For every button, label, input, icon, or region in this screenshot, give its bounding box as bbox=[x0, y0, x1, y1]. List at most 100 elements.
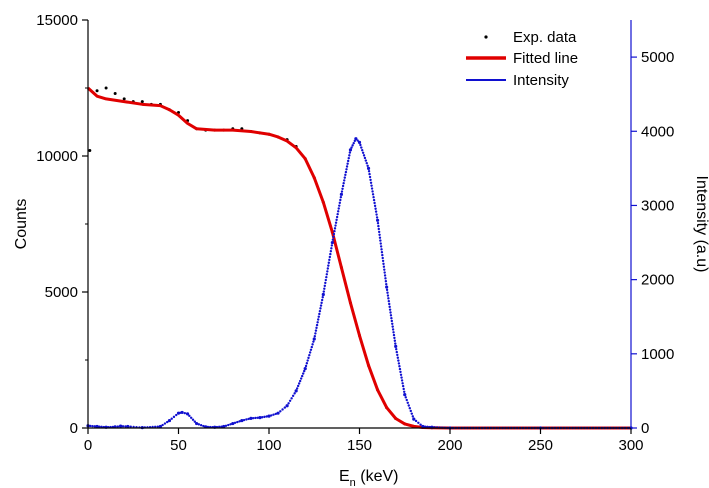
intensity-line-dot bbox=[165, 420, 169, 424]
intensity-line-dot bbox=[330, 244, 334, 247]
intensity-line-dot bbox=[350, 146, 353, 149]
intensity-line-dot bbox=[388, 308, 392, 311]
intensity-line-dot bbox=[364, 159, 368, 162]
intensity-line-dot bbox=[163, 422, 167, 425]
y-tick-label: 15000 bbox=[36, 12, 78, 29]
intensity-line-dot bbox=[388, 302, 391, 306]
x-tick-label: 0 bbox=[84, 437, 92, 454]
intensity-line-dot bbox=[321, 296, 324, 299]
intensity-point bbox=[231, 421, 235, 426]
intensity-line-dot bbox=[340, 190, 344, 193]
intensity-line-dot bbox=[338, 204, 341, 207]
intensity-line-dot bbox=[300, 374, 304, 378]
x-tick-label: 50 bbox=[170, 437, 187, 454]
intensity-point bbox=[240, 418, 244, 423]
intensity-line-dot bbox=[381, 253, 384, 257]
intensity-point bbox=[126, 424, 130, 429]
intensity-line-dot bbox=[402, 387, 405, 391]
y-tick-label: 10000 bbox=[36, 148, 78, 165]
intensity-line-dot bbox=[365, 161, 368, 165]
intensity-line-dot bbox=[121, 425, 125, 428]
series-intensity bbox=[86, 137, 633, 430]
intensity-line-dot bbox=[156, 425, 160, 428]
intensity-line-dot bbox=[408, 407, 411, 410]
intensity-line-dot bbox=[337, 207, 340, 210]
intensity-line-dot bbox=[332, 235, 335, 239]
intensity-line-dot bbox=[369, 181, 373, 184]
intensity-line-dot bbox=[129, 425, 132, 428]
intensity-line-dot bbox=[326, 270, 329, 273]
intensity-line-dot bbox=[317, 318, 320, 321]
intensity-line-dot bbox=[389, 311, 392, 314]
intensity-line-dot bbox=[256, 416, 259, 419]
intensity-line-dot bbox=[351, 144, 354, 147]
intensity-line-dot bbox=[409, 409, 412, 413]
intensity-line-dot bbox=[324, 278, 328, 282]
intensity-line-dot bbox=[382, 265, 386, 268]
intensity-line-dot bbox=[287, 402, 290, 405]
intensity-line-dot bbox=[363, 156, 367, 160]
intensity-line-dot bbox=[399, 373, 403, 376]
intensity-line-dot bbox=[309, 348, 313, 351]
intensity-line-dot bbox=[342, 182, 345, 185]
intensity-point bbox=[95, 424, 99, 429]
intensity-point bbox=[403, 393, 407, 397]
intensity-line-dot bbox=[380, 248, 383, 251]
intensity-line-dot bbox=[384, 277, 387, 280]
intensity-line-dot bbox=[337, 210, 340, 213]
intensity-point bbox=[412, 417, 416, 421]
intensity-line-dot bbox=[254, 416, 257, 420]
intensity-point bbox=[303, 367, 307, 371]
intensity-point bbox=[348, 148, 353, 152]
intensity-point bbox=[249, 416, 253, 420]
intensity-line-dot bbox=[361, 151, 365, 154]
intensity-line-dot bbox=[193, 420, 196, 423]
y-tick-label: 0 bbox=[70, 420, 78, 437]
intensity-line-dot bbox=[343, 176, 346, 179]
intensity-line-dot bbox=[385, 282, 388, 286]
intensity-line-dot bbox=[407, 404, 410, 407]
intensity-line-dot bbox=[295, 387, 299, 390]
intensity-line-dot bbox=[398, 365, 401, 368]
intensity-line-dot bbox=[395, 350, 398, 354]
intensity-line-dot bbox=[395, 348, 398, 351]
intensity-point bbox=[167, 418, 172, 423]
intensity-line-dot bbox=[345, 165, 349, 168]
intensity-line-dot bbox=[392, 333, 396, 337]
intensity-line-dot bbox=[367, 170, 371, 173]
intensity-line-dot bbox=[319, 307, 322, 310]
x-tick-label: 300 bbox=[618, 437, 643, 454]
intensity-line-dot bbox=[305, 362, 309, 365]
x-tick-label: 150 bbox=[347, 437, 372, 454]
intensity-line-dot bbox=[345, 168, 348, 171]
intensity-line-dot bbox=[386, 291, 389, 294]
intensity-line-dot bbox=[170, 417, 173, 420]
intensity-line-dot bbox=[227, 423, 230, 427]
intensity-line-dot bbox=[175, 413, 178, 417]
intensity-line-dot bbox=[403, 390, 406, 393]
intensity-line-dot bbox=[334, 221, 338, 224]
intensity-point bbox=[118, 424, 123, 428]
intensity-line-dot bbox=[301, 372, 305, 375]
intensity-line-dot bbox=[313, 335, 317, 338]
intensity-line-dot bbox=[330, 247, 333, 250]
intensity-point bbox=[158, 424, 162, 429]
y-right-tick-label: 2000 bbox=[641, 272, 674, 289]
intensity-line-dot bbox=[326, 267, 330, 270]
intensity-line-dot bbox=[385, 288, 389, 292]
intensity-line-dot bbox=[405, 398, 408, 402]
legend-marker-exp-data bbox=[484, 35, 488, 39]
intensity-line-dot bbox=[328, 255, 332, 259]
intensity-line-dot bbox=[283, 406, 287, 409]
intensity-line-dot bbox=[347, 156, 350, 160]
intensity-line-dot bbox=[308, 351, 312, 354]
intensity-line-dot bbox=[335, 215, 339, 219]
intensity-line-dot bbox=[375, 216, 379, 219]
intensity-line-dot bbox=[378, 233, 381, 237]
y-right-tick-label: 5000 bbox=[641, 49, 674, 66]
intensity-line-dot bbox=[290, 397, 293, 400]
intensity-line-dot bbox=[376, 221, 380, 225]
intensity-line-dot bbox=[373, 201, 376, 205]
intensity-line-dot bbox=[189, 416, 193, 419]
